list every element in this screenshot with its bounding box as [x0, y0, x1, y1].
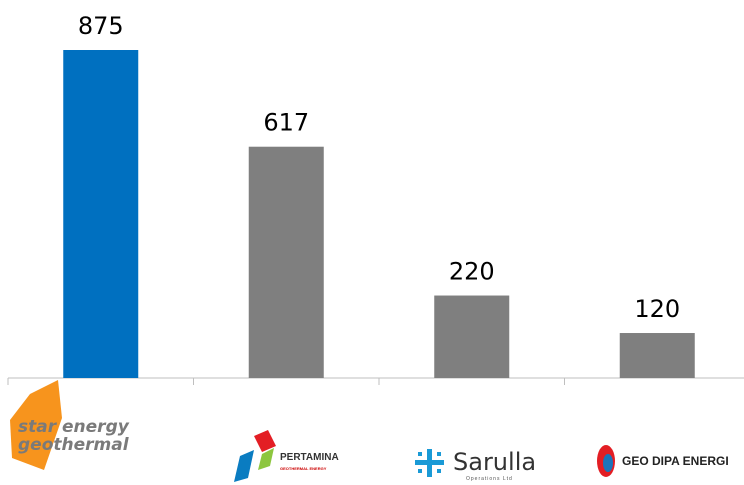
category-label: star energy geothermal [18, 417, 129, 455]
geo-dipa-logo-inner [603, 454, 613, 472]
bar [248, 146, 324, 378]
category-label: Sarulla [453, 448, 537, 476]
pertamina-logo-green [258, 448, 274, 470]
bar [63, 50, 139, 378]
sarulla-logo [415, 449, 444, 477]
bar [619, 333, 695, 378]
star-energy-logo [10, 380, 62, 470]
bar [434, 295, 510, 378]
data-label: 220 [449, 258, 495, 286]
data-label: 120 [634, 295, 680, 323]
data-label: 617 [263, 109, 309, 137]
category-label: GEO DIPA ENERGI [622, 454, 729, 468]
data-label: 875 [78, 12, 124, 40]
pertamina-logo-blue [234, 450, 254, 482]
category-subtext: GEOTHERMAL ENERGY [280, 466, 327, 471]
category-subtext: Operations Ltd [466, 476, 513, 482]
category-label: PERTAMINA [280, 452, 339, 463]
pertamina-logo-red [254, 430, 276, 452]
